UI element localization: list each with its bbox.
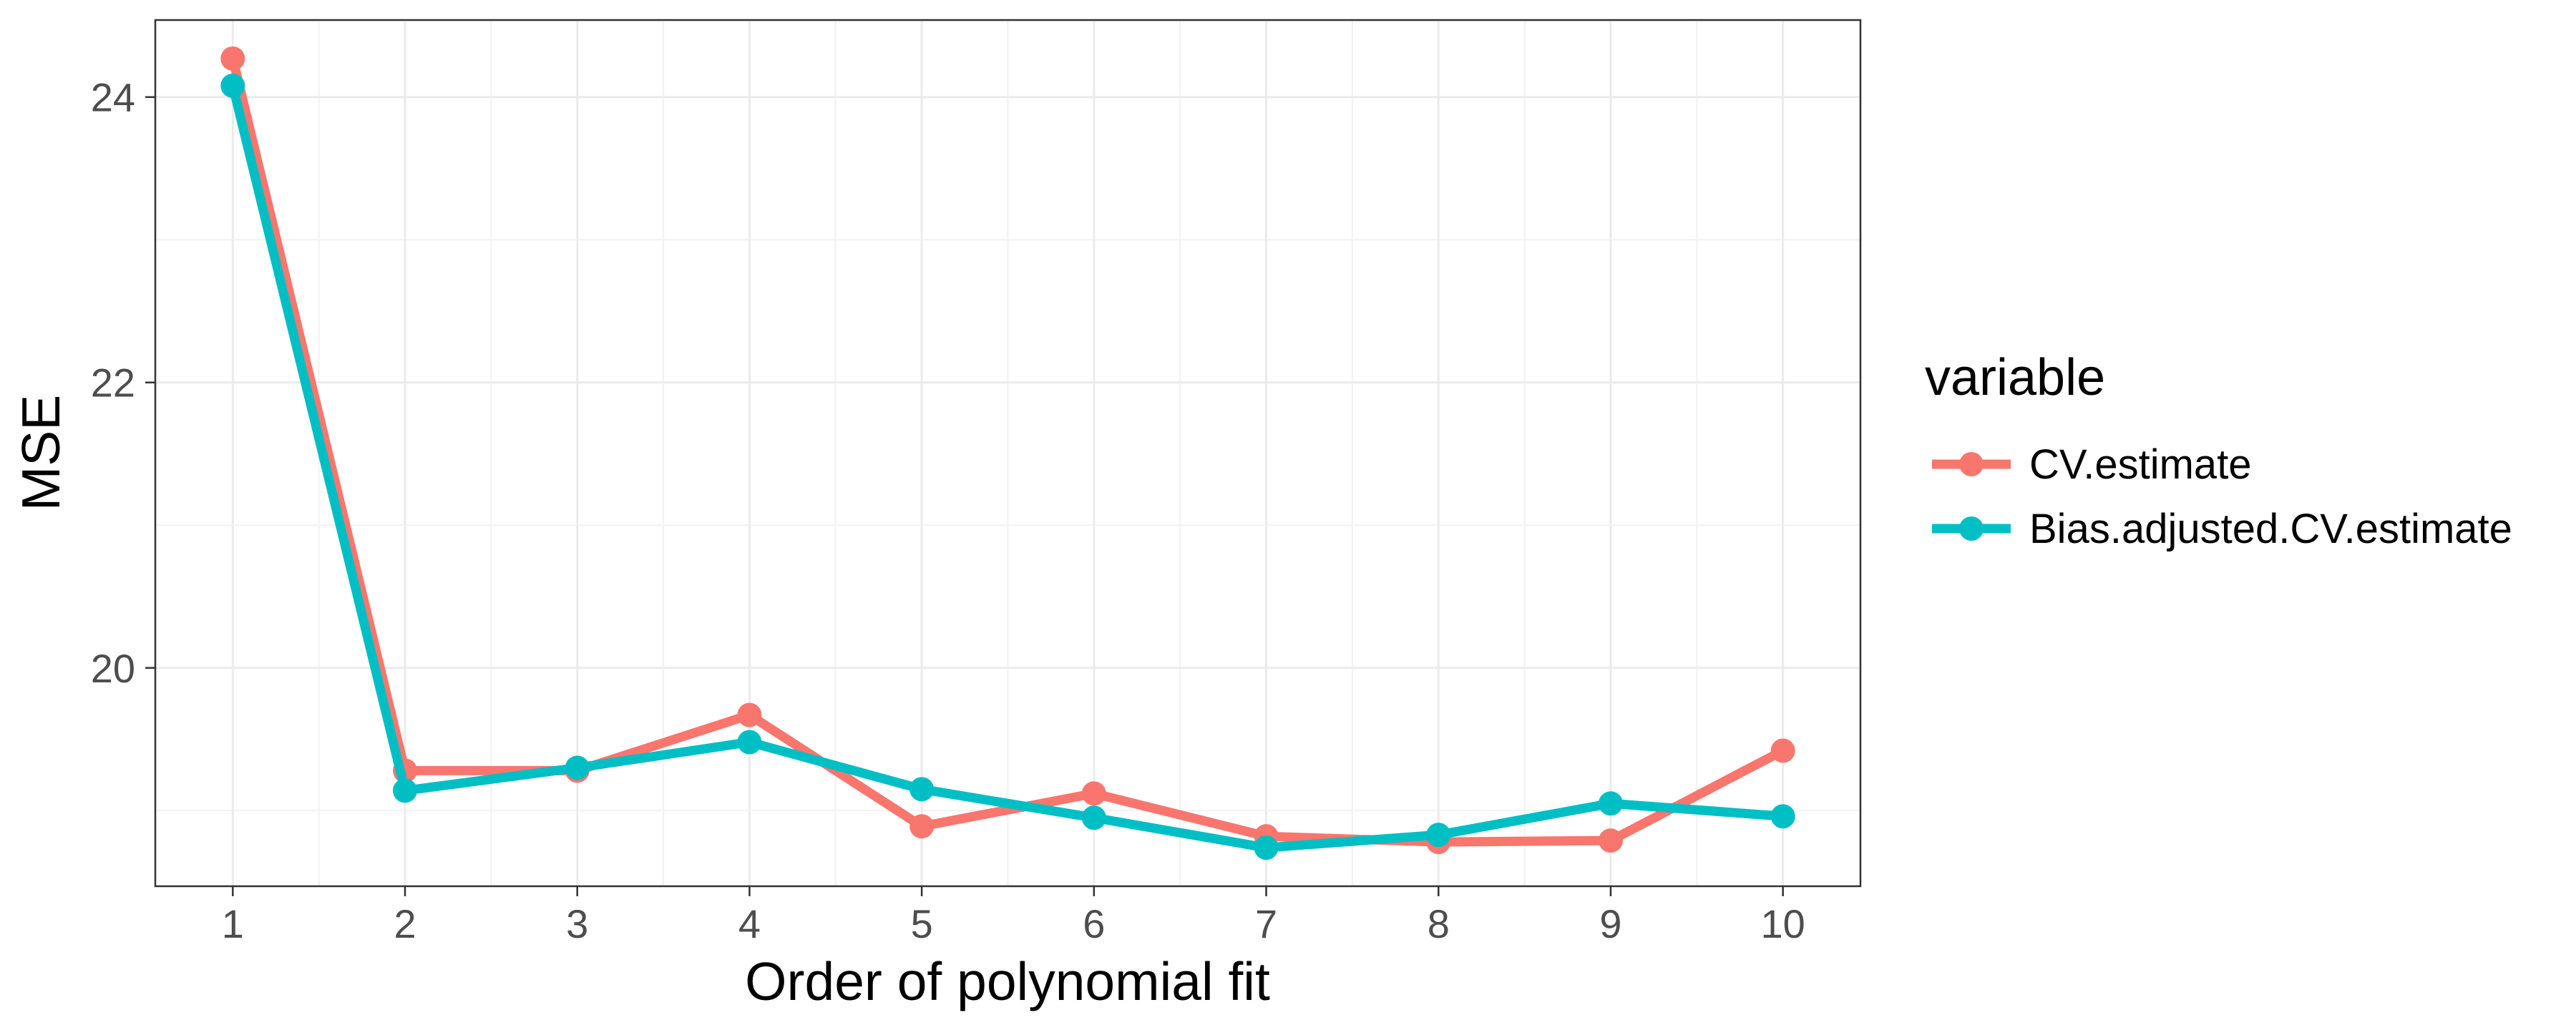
legend-key-point xyxy=(1959,452,1984,476)
legend-label: Bias.adjusted.CV.estimate xyxy=(2029,506,2512,552)
series-layer xyxy=(220,46,1795,860)
legend: variable CV.estimate Bias.adjusted.CV.est… xyxy=(1925,349,2512,552)
x-tick-label: 2 xyxy=(394,901,416,946)
x-tick-label: 6 xyxy=(1083,901,1105,946)
major-gridlines xyxy=(155,20,1860,886)
legend-title: variable xyxy=(1925,349,2105,406)
y-tick-label: 24 xyxy=(91,75,135,120)
data-point xyxy=(1426,823,1451,848)
x-tick-label: 4 xyxy=(738,901,761,946)
x-tick-label: 8 xyxy=(1428,901,1450,946)
x-tick-label: 7 xyxy=(1255,901,1277,946)
data-point xyxy=(565,755,590,780)
data-point xyxy=(737,730,762,755)
data-point xyxy=(1254,835,1279,860)
x-tick-label: 9 xyxy=(1599,901,1621,946)
series-line xyxy=(228,57,1785,847)
y-tick-label: 20 xyxy=(91,646,135,691)
series-line xyxy=(228,84,1784,853)
data-point xyxy=(220,46,245,71)
y-axis: 20 22 24 xyxy=(91,75,155,691)
data-point xyxy=(1081,781,1106,806)
data-point xyxy=(1081,805,1106,830)
y-tick-label: 22 xyxy=(91,360,135,406)
data-point xyxy=(393,778,418,803)
data-point xyxy=(909,814,935,839)
plot-panel-border xyxy=(154,19,1862,888)
data-point xyxy=(737,702,762,727)
series-1 xyxy=(220,73,1795,860)
legend-item: Bias.adjusted.CV.estimate xyxy=(1932,506,2512,552)
data-point xyxy=(1598,791,1623,816)
legend-label: CV.estimate xyxy=(2029,441,2252,488)
x-tick-label: 10 xyxy=(1761,901,1805,946)
legend-key-point xyxy=(1959,516,1984,541)
x-axis: 1 2 3 4 5 6 7 8 9 10 xyxy=(222,886,1805,946)
data-point xyxy=(1770,738,1795,763)
x-tick-label: 1 xyxy=(222,901,244,946)
y-axis-title: MSE xyxy=(11,395,71,511)
data-point xyxy=(220,73,245,98)
x-tick-label: 3 xyxy=(566,901,588,946)
data-point xyxy=(909,777,935,802)
data-point xyxy=(1770,804,1795,829)
data-point xyxy=(1598,828,1623,853)
legend-item: CV.estimate xyxy=(1932,441,2252,488)
x-axis-title: Order of polynomial fit xyxy=(745,951,1270,1011)
x-tick-label: 5 xyxy=(911,901,933,946)
